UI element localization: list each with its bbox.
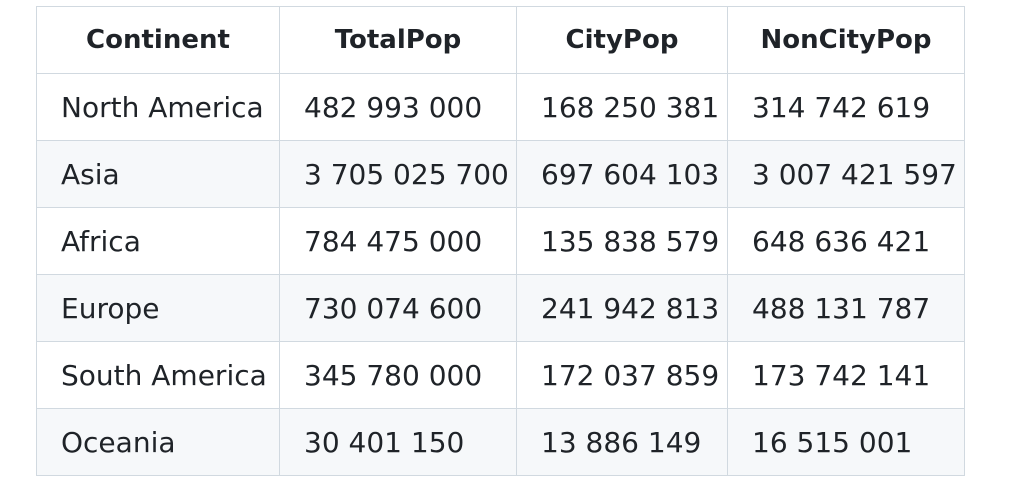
table-row: Asia 3 705 025 700 697 604 103 3 007 421…	[36, 140, 965, 208]
table-row: Oceania 30 401 150 13 886 149 16 515 001	[36, 408, 965, 476]
table-row: Europe 730 074 600 241 942 813 488 131 7…	[36, 274, 965, 342]
population-table-container: Continent TotalPop CityPop NonCityPop No…	[36, 6, 965, 476]
cell-totalpop: 482 993 000	[279, 73, 517, 141]
cell-citypop: 241 942 813	[516, 274, 728, 342]
cell-continent: Oceania	[36, 408, 280, 476]
cell-citypop: 135 838 579	[516, 207, 728, 275]
header-totalpop: TotalPop	[279, 6, 517, 74]
cell-continent: Europe	[36, 274, 280, 342]
cell-continent: North America	[36, 73, 280, 141]
header-row: Continent TotalPop CityPop NonCityPop	[36, 6, 965, 74]
cell-totalpop: 3 705 025 700	[279, 140, 517, 208]
cell-citypop: 172 037 859	[516, 341, 728, 409]
cell-noncitypop: 314 742 619	[727, 73, 965, 141]
header-noncitypop: NonCityPop	[727, 6, 965, 74]
table-header: Continent TotalPop CityPop NonCityPop	[36, 6, 965, 74]
cell-citypop: 697 604 103	[516, 140, 728, 208]
cell-totalpop: 730 074 600	[279, 274, 517, 342]
cell-totalpop: 30 401 150	[279, 408, 517, 476]
table-row: North America 482 993 000 168 250 381 31…	[36, 73, 965, 141]
table-body: North America 482 993 000 168 250 381 31…	[36, 73, 965, 476]
cell-citypop: 13 886 149	[516, 408, 728, 476]
cell-noncitypop: 3 007 421 597	[727, 140, 965, 208]
cell-noncitypop: 648 636 421	[727, 207, 965, 275]
cell-continent: Africa	[36, 207, 280, 275]
cell-totalpop: 784 475 000	[279, 207, 517, 275]
header-citypop: CityPop	[516, 6, 728, 74]
header-continent: Continent	[36, 6, 280, 74]
cell-totalpop: 345 780 000	[279, 341, 517, 409]
table-row: South America 345 780 000 172 037 859 17…	[36, 341, 965, 409]
cell-continent: South America	[36, 341, 280, 409]
table-row: Africa 784 475 000 135 838 579 648 636 4…	[36, 207, 965, 275]
population-table: Continent TotalPop CityPop NonCityPop No…	[36, 6, 965, 476]
cell-noncitypop: 173 742 141	[727, 341, 965, 409]
cell-citypop: 168 250 381	[516, 73, 728, 141]
cell-noncitypop: 16 515 001	[727, 408, 965, 476]
cell-noncitypop: 488 131 787	[727, 274, 965, 342]
cell-continent: Asia	[36, 140, 280, 208]
